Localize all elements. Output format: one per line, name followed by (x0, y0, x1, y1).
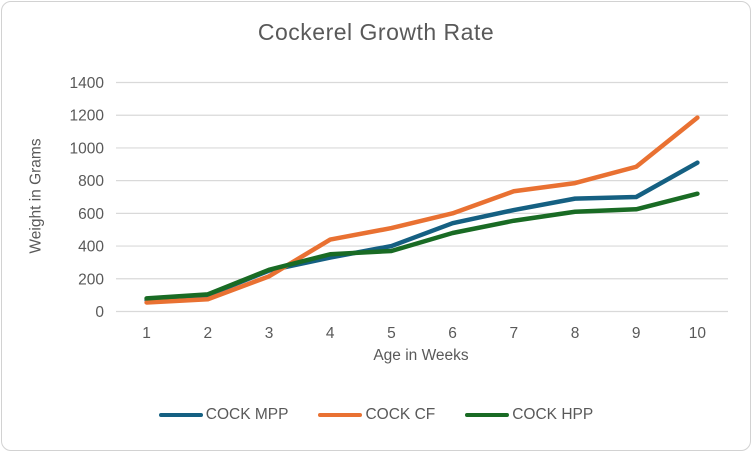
x-tick-label: 6 (448, 325, 457, 342)
legend-line-swatch-mpp (158, 412, 203, 418)
legend-label: COCK MPP (205, 406, 289, 423)
y-tick-label: 1200 (70, 108, 105, 125)
y-tick-label: 400 (78, 239, 104, 256)
x-tick-label: 7 (509, 325, 518, 342)
x-tick-label: 4 (326, 325, 335, 342)
legend-label: COCK CF (365, 406, 436, 423)
legend-line-swatch-cf (318, 412, 363, 418)
series-line-cock-hpp (144, 191, 700, 301)
x-tick-label: 10 (689, 325, 707, 342)
x-tick-label: 9 (632, 325, 641, 342)
y-tick-label: 600 (78, 206, 104, 223)
x-tick-label: 5 (387, 325, 396, 342)
legend-item-cock-cf: COCK CF (318, 406, 435, 424)
y-tick-label: 0 (95, 304, 104, 321)
x-tick-label: 8 (571, 325, 580, 342)
y-tick-label: 800 (78, 173, 104, 190)
series-line-cock-cf (144, 115, 700, 305)
legend-line-swatch-hpp (465, 412, 510, 418)
series-line-cock-mpp (144, 160, 700, 303)
legend-label: COCK HPP (512, 406, 594, 423)
y-tick-label: 1000 (70, 140, 105, 157)
legend: COCK MPP COCK CF COCK HPP (2, 406, 750, 424)
legend-item-cock-hpp: COCK HPP (465, 406, 593, 424)
legend-item-cock-mpp: COCK MPP (158, 406, 289, 424)
chart-title: Cockerel Growth Rate (257, 19, 495, 45)
y-tick-label: 1400 (70, 75, 105, 92)
y-tick-label: 200 (78, 271, 104, 288)
x-tick-label: 3 (265, 325, 274, 342)
x-axis-title: Age in Weeks (373, 347, 469, 364)
x-tick-label: 2 (203, 325, 212, 342)
x-tick-label: 1 (142, 325, 151, 342)
